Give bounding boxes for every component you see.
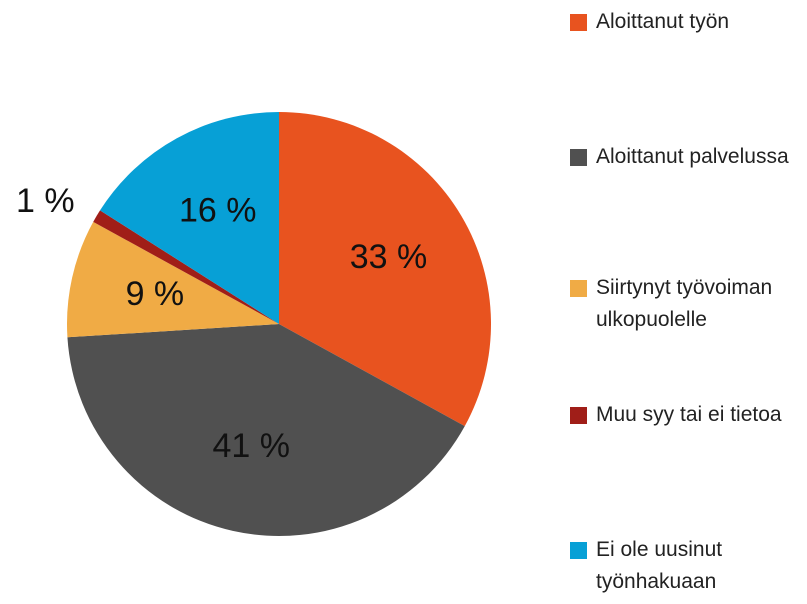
legend-label: Aloittanut palvelussa (596, 145, 789, 168)
pie-slice (279, 112, 491, 427)
data-label: 41 % (213, 427, 291, 465)
legend-label: Siirtynyt työvoiman ulkopuolelle (596, 276, 773, 331)
pie-slice (67, 221, 279, 338)
legend-label: Ei ole uusinut työnhakuaan (596, 538, 723, 593)
legend-item: Aloittanut palvelussa (570, 141, 807, 173)
legend-item: Muu syy tai ei tietoa (570, 399, 807, 431)
legend-swatch (570, 407, 587, 424)
legend-item: Ei ole uusinut työnhakuaan (570, 534, 807, 598)
legend-item: Siirtynyt työvoiman ulkopuolelle (570, 272, 807, 336)
legend-item: Aloittanut työn (570, 6, 807, 38)
legend-label: Aloittanut työn (596, 10, 730, 33)
data-label: 33 % (350, 238, 428, 276)
legend-swatch (570, 542, 587, 559)
data-label: 9 % (126, 275, 185, 313)
legend-label: Muu syy tai ei tietoa (596, 403, 782, 426)
legend-swatch (570, 149, 587, 166)
data-label: 1 % (16, 182, 75, 220)
legend-swatch (570, 14, 587, 31)
pie-slice (67, 324, 465, 536)
legend-swatch (570, 280, 587, 297)
data-label: 16 % (179, 192, 257, 230)
pie-slice (93, 210, 279, 324)
pie-slice (100, 112, 280, 324)
